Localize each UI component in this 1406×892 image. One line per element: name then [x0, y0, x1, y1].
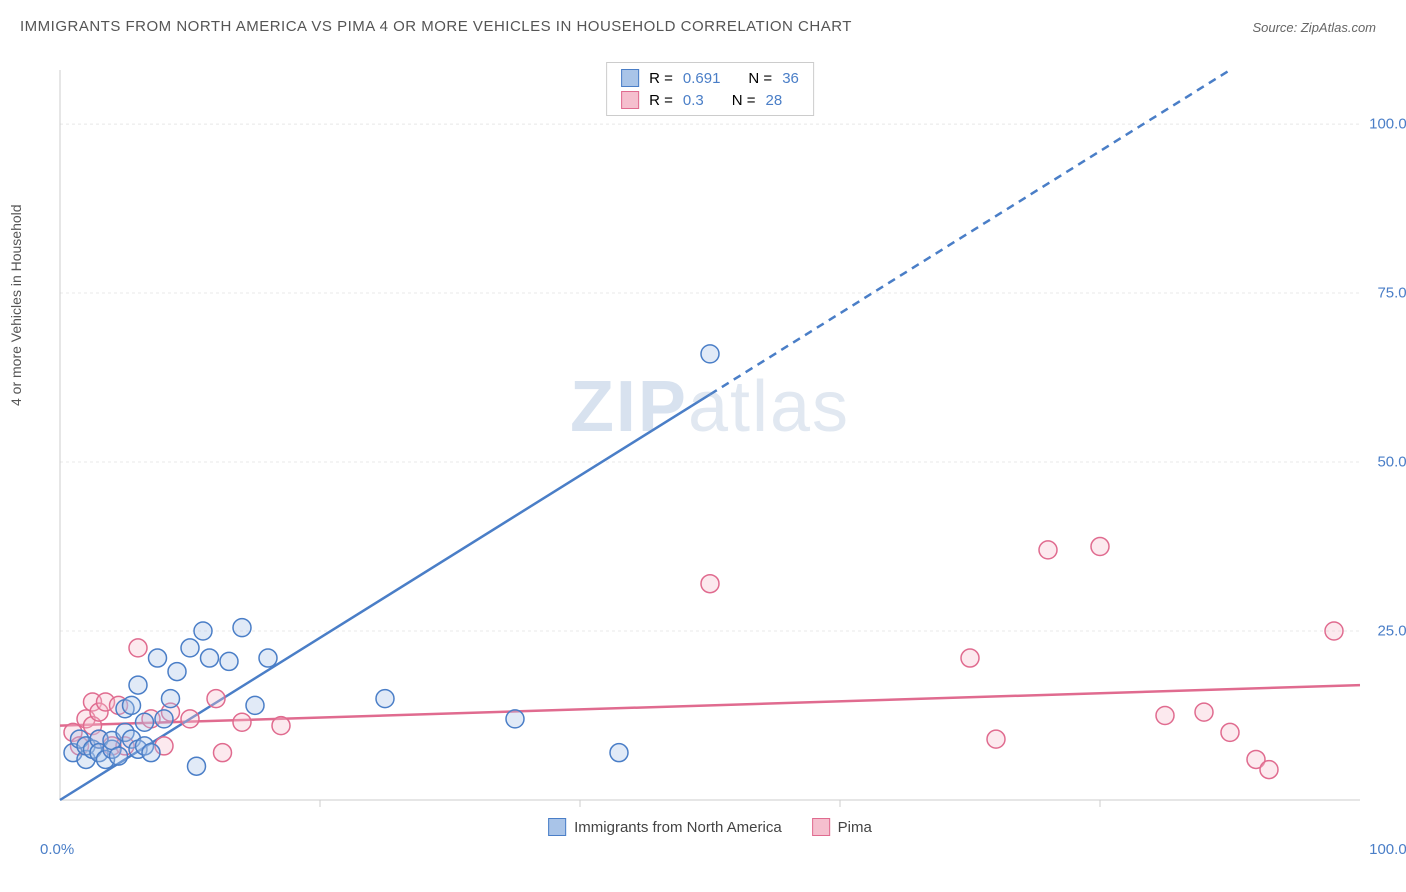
correlation-legend: R = 0.691 N = 36 R = 0.3 N = 28 — [606, 62, 814, 116]
y-tick-label: 25.0% — [1377, 623, 1406, 640]
legend-row-series-0: R = 0.691 N = 36 — [621, 67, 799, 89]
source-attribution: Source: ZipAtlas.com — [1252, 20, 1376, 35]
swatch-bottom-1 — [812, 818, 830, 836]
n-value-0: 36 — [782, 70, 799, 87]
scatter-svg — [50, 60, 1370, 830]
r-value-1: 0.3 — [683, 92, 704, 109]
r-label: R = — [649, 92, 673, 109]
y-tick-label: 75.0% — [1377, 285, 1406, 302]
n-label: N = — [748, 70, 772, 87]
n-value-1: 28 — [766, 92, 783, 109]
y-tick-label: 50.0% — [1377, 454, 1406, 471]
chart-plot-area: R = 0.691 N = 36 R = 0.3 N = 28 ZIPatlas… — [50, 60, 1370, 830]
y-tick-label: 100.0% — [1369, 116, 1406, 133]
legend-item-0: Immigrants from North America — [548, 818, 782, 836]
legend-label-0: Immigrants from North America — [574, 819, 782, 836]
swatch-series-0 — [621, 69, 639, 87]
chart-title: IMMIGRANTS FROM NORTH AMERICA VS PIMA 4 … — [20, 18, 852, 35]
legend-label-1: Pima — [838, 819, 872, 836]
r-label: R = — [649, 70, 673, 87]
x-tick-0: 0.0% — [40, 841, 74, 858]
swatch-series-1 — [621, 91, 639, 109]
legend-item-1: Pima — [812, 818, 872, 836]
swatch-bottom-0 — [548, 818, 566, 836]
y-axis-label: 4 or more Vehicles in Household — [8, 204, 24, 406]
series-legend: Immigrants from North America Pima — [548, 818, 872, 836]
legend-row-series-1: R = 0.3 N = 28 — [621, 89, 799, 111]
x-tick-100: 100.0% — [1369, 841, 1406, 858]
n-label: N = — [732, 92, 756, 109]
r-value-0: 0.691 — [683, 70, 721, 87]
